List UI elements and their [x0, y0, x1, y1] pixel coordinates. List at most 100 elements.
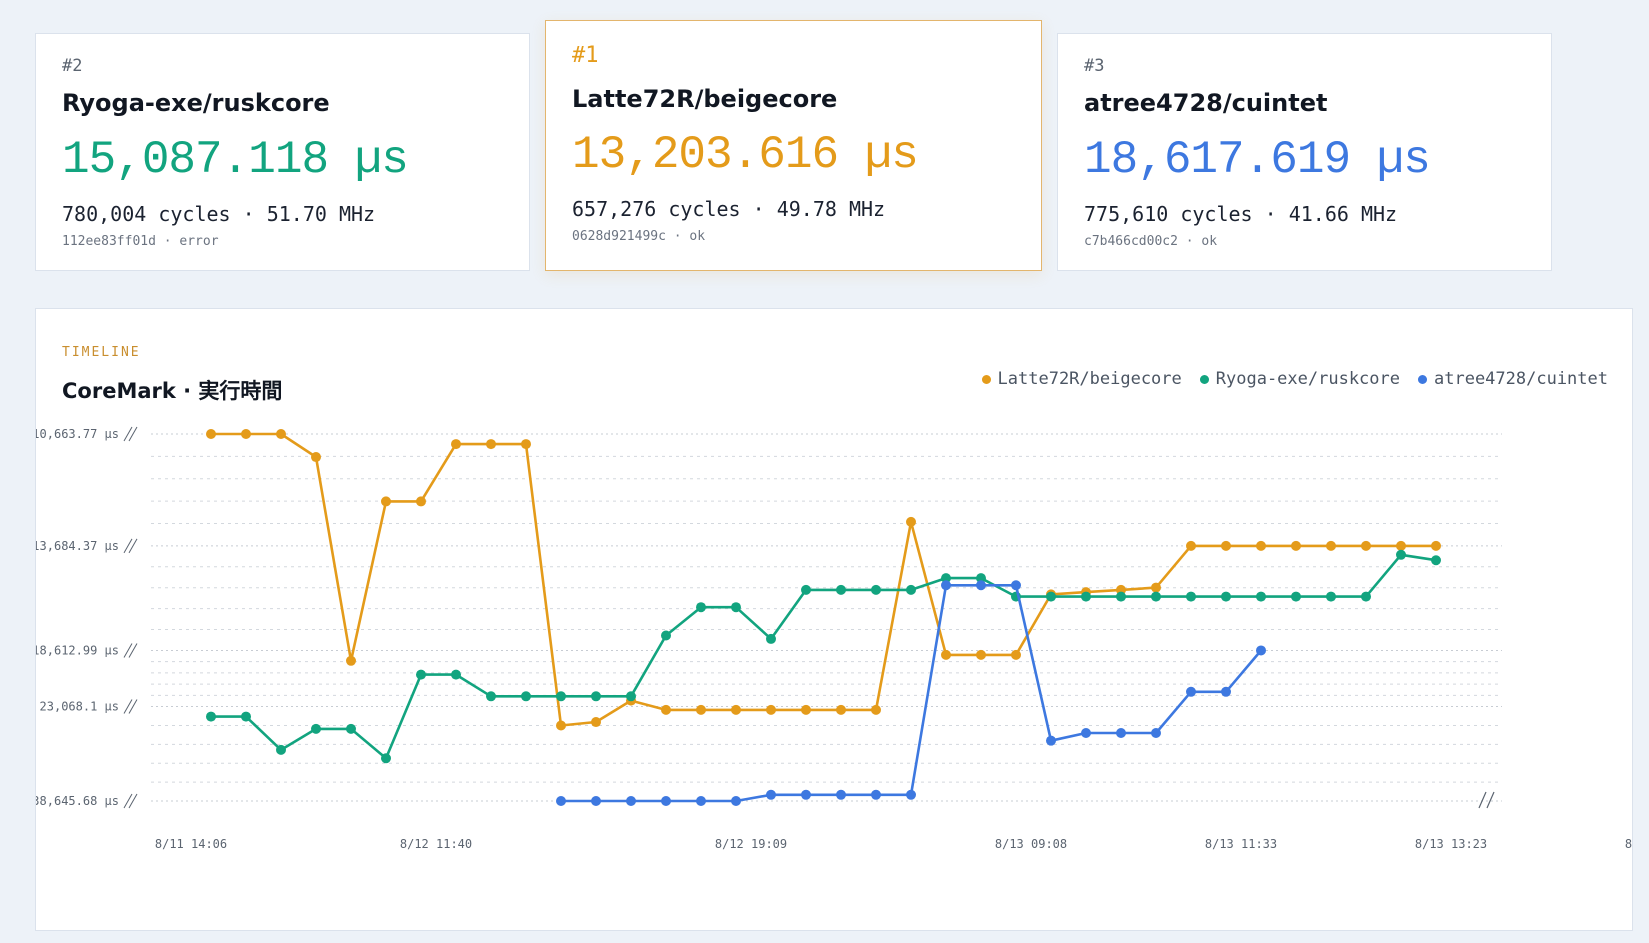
x-tick-label: 8/13 09:08 [995, 837, 1067, 851]
series-point-1 [451, 669, 461, 680]
repo-name: Ryoga-exe/ruskcore [62, 89, 330, 117]
series-point-0 [1186, 540, 1196, 551]
timeline-chart: 10,663.77 µs 13,684.37 µs 18,612.99 µs 23,0… [36, 426, 1632, 851]
series-point-2 [906, 789, 916, 800]
series-point-1 [521, 691, 531, 702]
series-point-1 [206, 711, 216, 722]
series-point-0 [451, 439, 461, 450]
series-point-0 [661, 704, 671, 715]
legend-item-cuintet[interactable]: atree4728/cuintet [1418, 369, 1608, 389]
series-point-1 [1431, 555, 1441, 566]
x-tick-label: 8/13 13:23 [1415, 837, 1487, 851]
series-point-0 [731, 704, 741, 715]
legend-dot-icon [1199, 374, 1209, 384]
series-point-1 [906, 584, 916, 595]
series-point-1 [941, 573, 951, 584]
series-point-1 [626, 691, 636, 702]
series-point-0 [346, 655, 356, 666]
series-point-1 [486, 691, 496, 702]
series-point-0 [416, 496, 426, 507]
series-point-0 [906, 516, 916, 527]
series-point-2 [1256, 645, 1266, 656]
series-point-1 [766, 633, 776, 644]
series-point-2 [696, 796, 706, 806]
x-tick-label: 8/11 14:06 [155, 837, 227, 851]
legend-dot-icon [1418, 374, 1427, 384]
series-point-1 [276, 744, 286, 755]
x-tick-label: 8/13 15:00 [1625, 837, 1632, 851]
series-point-0 [486, 439, 496, 450]
series-point-2 [1011, 580, 1021, 591]
rank-label: #2 [62, 56, 83, 76]
series-point-1 [1291, 591, 1301, 602]
series-point-0 [1011, 649, 1021, 660]
series-point-1 [381, 753, 391, 764]
commit-status: c7b466cd00c2 · ok [1084, 234, 1218, 249]
series-point-1 [1396, 549, 1406, 560]
y-tick-label: 10,663.77 µs [36, 427, 119, 441]
series-point-1 [1221, 591, 1231, 602]
x-tick-label: 8/13 11:33 [1205, 837, 1277, 851]
series-point-2 [591, 796, 601, 806]
series-point-2 [1081, 727, 1091, 738]
legend-label: Latte72R/beigecore [997, 369, 1182, 389]
exec-time: 15,087.118 µs [62, 134, 409, 186]
series-point-2 [626, 796, 636, 806]
repo-name: Latte72R/beigecore [572, 85, 838, 113]
series-point-2 [871, 789, 881, 800]
series-point-0 [1431, 540, 1441, 551]
series-line-2 [561, 584, 1262, 803]
series-point-1 [871, 584, 881, 595]
series-point-0 [976, 649, 986, 660]
commit-status: 112ee83ff01d · error [62, 234, 219, 249]
rank-card-3[interactable]: #3 atree4728/cuintet 18,617.619 µs 775,6… [1057, 33, 1552, 271]
series-point-0 [766, 704, 776, 715]
series-point-0 [1291, 540, 1301, 551]
axis-break-mark [123, 793, 138, 809]
rank-card-1[interactable]: #1 Latte72R/beigecore 13,203.616 µs 657,… [545, 20, 1042, 271]
series-point-0 [206, 429, 216, 439]
series-point-0 [1326, 540, 1336, 551]
series-point-0 [521, 439, 531, 450]
series-point-2 [556, 796, 566, 806]
chart-title: CoreMark · 実行時間 [62, 379, 283, 403]
rank-label: #3 [1084, 56, 1105, 76]
rank-card-2[interactable]: #2 Ryoga-exe/ruskcore 15,087.118 µs 780,… [35, 33, 530, 271]
series-point-1 [976, 573, 986, 584]
series-point-2 [941, 580, 951, 591]
commit-status: 0628d921499c · ok [572, 229, 706, 244]
series-point-2 [661, 796, 671, 806]
series-point-2 [836, 789, 846, 800]
series-point-1 [1046, 591, 1056, 602]
y-tick-label: 18,612.99 µs [36, 643, 119, 657]
series-point-0 [1221, 540, 1231, 551]
series-point-1 [241, 711, 251, 722]
y-tick-label: 23,068.1 µs [40, 700, 119, 714]
x-tick-label: 8/12 11:40 [400, 837, 472, 851]
repo-name: atree4728/cuintet [1084, 89, 1328, 117]
series-point-0 [1256, 540, 1266, 551]
series-point-0 [1151, 582, 1161, 593]
series-line-1 [211, 553, 1437, 760]
chart-legend: Latte72R/beigecore Ryoga-exe/ruskcore at… [981, 369, 1608, 389]
cycles-freq: 657,276 cycles · 49.78 MHz [572, 197, 886, 221]
series-point-1 [696, 602, 706, 613]
series-point-0 [941, 649, 951, 660]
series-point-0 [836, 704, 846, 715]
series-point-2 [801, 789, 811, 800]
series-point-2 [766, 789, 776, 800]
series-point-1 [1361, 591, 1371, 602]
series-point-0 [871, 704, 881, 715]
series-point-1 [731, 602, 741, 613]
series-point-2 [976, 580, 986, 591]
legend-item-beigecore[interactable]: Latte72R/beigecore [981, 369, 1182, 389]
series-point-1 [1116, 591, 1126, 602]
axis-break-mark [123, 538, 138, 554]
cycles-freq: 775,610 cycles · 41.66 MHz [1084, 202, 1398, 226]
exec-time: 13,203.616 µs [572, 129, 919, 181]
exec-time: 18,617.619 µs [1084, 134, 1431, 186]
series-point-0 [1361, 540, 1371, 551]
legend-item-ruskcore[interactable]: Ryoga-exe/ruskcore [1199, 369, 1400, 389]
axis-break-mark [123, 643, 138, 658]
series-point-2 [1221, 686, 1231, 697]
